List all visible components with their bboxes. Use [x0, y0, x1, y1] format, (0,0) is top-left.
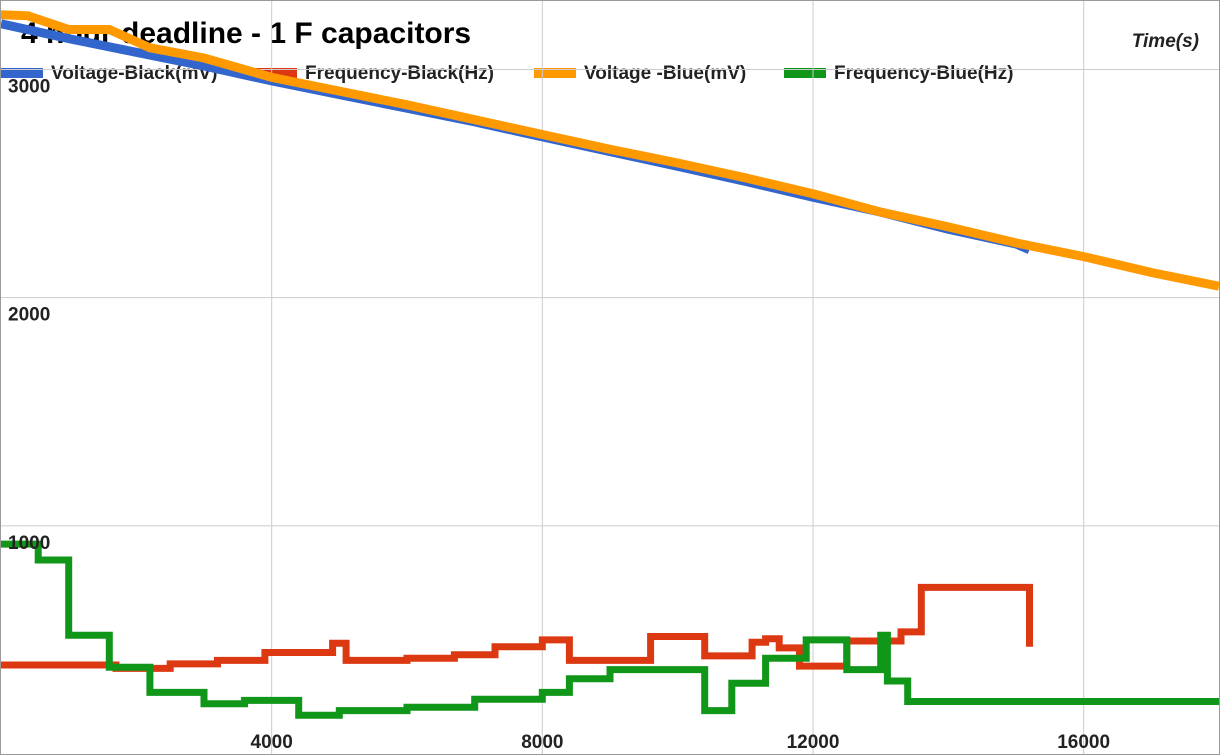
x-tick-label: 8000 — [521, 732, 563, 753]
y-tick-label: 3000 — [8, 76, 50, 97]
legend-swatch-voltage-blue — [534, 68, 576, 78]
x-tick-label: 12000 — [787, 732, 840, 753]
series-line-0 — [1, 19, 1032, 254]
legend-swatch-voltage-black — [1, 68, 43, 78]
legend-swatch-frequency-black — [255, 68, 297, 78]
x-tick-label: 4000 — [251, 732, 293, 753]
x-tick-label: 16000 — [1057, 732, 1110, 753]
legend-label-voltage-blue: Voltage -Blue(mV) — [584, 63, 747, 84]
y-tick-label: 2000 — [8, 305, 50, 326]
legend-label-voltage-black: Voltage-Black(mV) — [51, 63, 218, 84]
series-line-3 — [1, 540, 1219, 719]
series-line-1 — [1, 583, 1033, 672]
series-line-2 — [1, 10, 1219, 291]
series-layer — [1, 10, 1219, 719]
legend-swatch-frequency-blue — [784, 68, 826, 78]
y-tick-label: 1000 — [8, 533, 50, 554]
legend-label-frequency-black: Frequency-Black(Hz) — [305, 63, 494, 84]
x-axis-title: Time(s) — [1131, 31, 1199, 52]
tick-layer: 4000 8000 12000 16000 1000 2000 3000 — [8, 76, 1110, 753]
legend-label-frequency-blue: Frequency-Blue(Hz) — [834, 63, 1014, 84]
